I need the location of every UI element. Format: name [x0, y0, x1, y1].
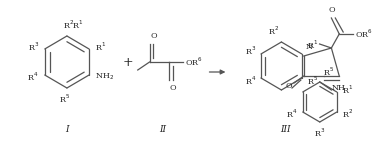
Text: R$^5$: R$^5$ — [307, 75, 318, 87]
Text: OR$^6$: OR$^6$ — [185, 56, 203, 68]
Text: R$^1$: R$^1$ — [72, 19, 83, 31]
Text: R$^2$: R$^2$ — [268, 25, 279, 37]
Text: O: O — [150, 32, 157, 40]
Text: R$^4$: R$^4$ — [245, 75, 256, 87]
Text: R$^4$: R$^4$ — [287, 108, 298, 120]
Text: R$^2$: R$^2$ — [342, 108, 353, 120]
Text: R$^4$: R$^4$ — [27, 71, 39, 83]
Text: R$^5$: R$^5$ — [59, 93, 71, 105]
Text: R$^2$: R$^2$ — [63, 19, 74, 31]
Text: R$^1$: R$^1$ — [342, 84, 353, 96]
Text: II: II — [159, 126, 166, 134]
Text: R$^3$: R$^3$ — [245, 45, 256, 57]
Text: +: + — [123, 55, 133, 69]
Text: O: O — [328, 6, 335, 14]
Text: O: O — [170, 84, 176, 92]
Text: NH: NH — [331, 84, 345, 92]
Text: N: N — [306, 43, 313, 51]
Text: OR$^6$: OR$^6$ — [355, 28, 373, 40]
Text: R$^1$: R$^1$ — [95, 41, 106, 53]
Text: III: III — [280, 126, 291, 134]
Text: R$^3$: R$^3$ — [27, 41, 39, 53]
Text: O: O — [286, 82, 293, 90]
Text: R$^5$: R$^5$ — [323, 66, 334, 78]
Text: R$^3$: R$^3$ — [314, 127, 325, 139]
Text: I: I — [65, 126, 69, 134]
Text: R$^1$: R$^1$ — [307, 39, 318, 51]
Text: NH$_2$: NH$_2$ — [95, 72, 114, 82]
